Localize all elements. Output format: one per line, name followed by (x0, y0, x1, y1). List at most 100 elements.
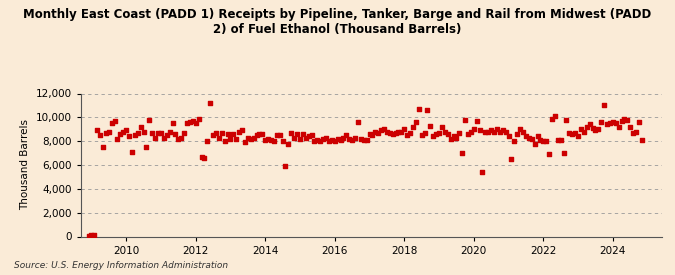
Point (535, 138, 546, 142)
Point (425, 123, 436, 128)
Point (199, 156, 210, 160)
Point (605, 121, 616, 125)
Point (475, 128, 485, 133)
Point (500, 130, 511, 134)
Point (515, 127, 526, 131)
Point (251, 133, 262, 138)
Point (376, 128, 387, 133)
Point (431, 132, 441, 136)
Point (637, 138, 647, 142)
Point (228, 132, 239, 136)
Point (509, 139, 520, 143)
Point (245, 137, 256, 141)
Point (312, 138, 323, 142)
Point (138, 130, 149, 134)
Point (144, 117, 155, 122)
Point (466, 130, 477, 134)
Point (286, 131, 297, 135)
Point (86, 233, 97, 238)
Point (532, 134, 543, 139)
Point (460, 117, 470, 122)
Point (518, 130, 529, 134)
Point (161, 133, 172, 138)
Point (202, 139, 213, 143)
Point (585, 122, 595, 127)
Point (356, 137, 367, 141)
Point (205, 101, 215, 105)
Point (495, 130, 506, 134)
Y-axis label: Thousand Barrels: Thousand Barrels (20, 120, 30, 210)
Point (283, 141, 294, 146)
Point (159, 135, 169, 140)
Point (512, 132, 522, 136)
Point (213, 135, 224, 140)
Point (608, 120, 618, 124)
Point (422, 108, 433, 112)
Point (544, 152, 555, 156)
Point (468, 127, 479, 131)
Point (298, 132, 308, 136)
Point (581, 125, 592, 129)
Point (433, 131, 444, 135)
Point (141, 145, 152, 149)
Point (538, 139, 549, 143)
Point (106, 121, 117, 125)
Point (89, 232, 100, 237)
Point (379, 127, 389, 131)
Point (153, 131, 163, 135)
Point (570, 131, 580, 135)
Point (399, 127, 410, 131)
Point (503, 134, 514, 139)
Point (103, 130, 114, 134)
Point (269, 139, 279, 143)
Point (549, 114, 560, 118)
Point (248, 135, 259, 140)
Point (237, 128, 248, 133)
Point (396, 130, 407, 134)
Point (219, 139, 230, 143)
Point (98, 145, 109, 149)
Point (480, 130, 491, 134)
Point (576, 127, 587, 131)
Point (211, 131, 221, 135)
Point (381, 130, 392, 134)
Point (556, 138, 566, 142)
Point (347, 138, 358, 142)
Point (506, 157, 517, 161)
Point (289, 135, 300, 140)
Point (332, 137, 343, 141)
Point (306, 133, 317, 138)
Point (327, 138, 338, 142)
Point (341, 133, 352, 138)
Point (95, 133, 105, 138)
Point (390, 131, 401, 135)
Point (266, 138, 277, 142)
Point (373, 131, 383, 135)
Point (150, 135, 161, 140)
Point (208, 133, 219, 138)
Point (225, 137, 236, 141)
Point (489, 130, 500, 134)
Point (593, 127, 603, 131)
Point (364, 132, 375, 136)
Point (350, 135, 360, 140)
Point (179, 131, 190, 135)
Point (92, 128, 103, 133)
Point (601, 122, 612, 127)
Point (541, 139, 551, 143)
Point (387, 132, 398, 136)
Point (240, 140, 250, 145)
Point (132, 131, 143, 135)
Point (155, 131, 166, 135)
Point (321, 135, 331, 140)
Point (147, 131, 158, 135)
Point (572, 134, 583, 139)
Point (358, 138, 369, 142)
Point (294, 137, 305, 141)
Point (280, 164, 291, 168)
Point (477, 170, 488, 174)
Point (303, 134, 314, 139)
Point (628, 131, 639, 135)
Point (222, 132, 233, 136)
Point (257, 132, 268, 136)
